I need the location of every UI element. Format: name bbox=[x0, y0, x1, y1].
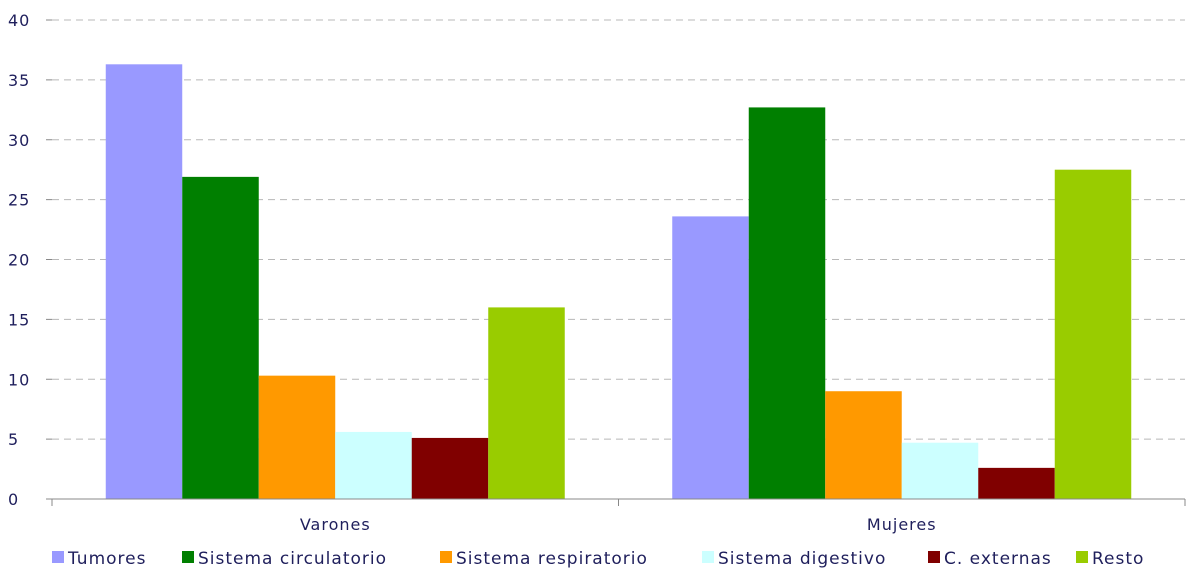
bar-sistema-respiratorio-1 bbox=[825, 391, 902, 499]
bar-tumores-0 bbox=[105, 64, 183, 500]
gridlines bbox=[52, 19, 1185, 440]
legend-label: Resto bbox=[1092, 549, 1144, 568]
x-tick-label: Mujeres bbox=[867, 515, 937, 534]
legend-swatch bbox=[52, 551, 64, 563]
bar-sistema-circulatorio-0 bbox=[182, 176, 259, 499]
bar-sistema-digestivo-0 bbox=[335, 431, 412, 499]
y-tick-label: 15 bbox=[8, 310, 30, 329]
legend-label: C. externas bbox=[944, 549, 1052, 568]
legend-label: Tumores bbox=[67, 549, 146, 568]
y-tick-label: 30 bbox=[8, 131, 30, 150]
legend-swatch bbox=[702, 551, 714, 563]
legend-swatch bbox=[928, 551, 940, 563]
y-tick-label: 40 bbox=[8, 11, 30, 30]
x-axis: Varones Mujeres bbox=[51, 498, 1186, 534]
legend-swatch bbox=[182, 551, 194, 563]
y-tick-label: 10 bbox=[8, 370, 30, 389]
legend: Tumores Sistema circulatorio Sistema respi… bbox=[52, 549, 1144, 568]
y-tick-label: 20 bbox=[8, 251, 30, 270]
y-tick-label: 5 bbox=[8, 430, 19, 449]
bars bbox=[105, 64, 1132, 500]
y-axis: 0 5 10 15 20 25 30 35 40 bbox=[8, 11, 52, 509]
legend-swatch bbox=[1076, 551, 1088, 563]
y-tick-label: 35 bbox=[8, 71, 30, 90]
legend-label: Sistema digestivo bbox=[718, 549, 886, 568]
legend-label: Sistema respiratorio bbox=[456, 549, 648, 568]
bar-tumores-1 bbox=[672, 216, 749, 499]
bar-resto-1 bbox=[1054, 169, 1132, 499]
legend-swatch bbox=[440, 551, 452, 563]
bar-c-externas-1 bbox=[978, 467, 1055, 499]
bar-c-externas-0 bbox=[411, 437, 489, 499]
x-tick-label: Varones bbox=[300, 515, 371, 534]
bar-sistema-respiratorio-0 bbox=[258, 375, 336, 499]
y-tick-label: 0 bbox=[8, 490, 19, 509]
bar-sistema-digestivo-1 bbox=[901, 442, 979, 499]
bar-sistema-circulatorio-1 bbox=[748, 107, 826, 499]
legend-label: Sistema circulatorio bbox=[198, 549, 387, 568]
y-tick-label: 25 bbox=[8, 191, 30, 210]
bar-resto-0 bbox=[488, 307, 565, 499]
